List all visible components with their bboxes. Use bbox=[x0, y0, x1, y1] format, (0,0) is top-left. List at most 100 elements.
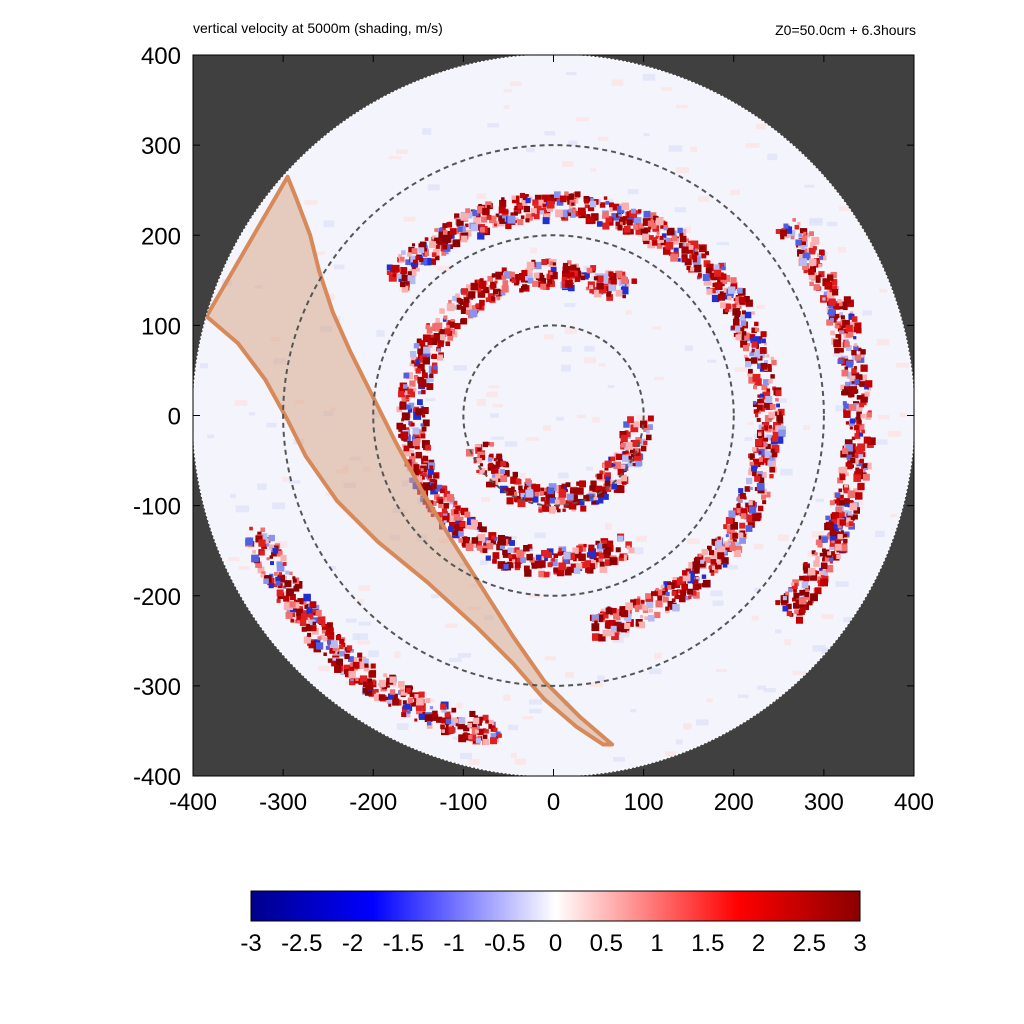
updraft-cell bbox=[525, 213, 533, 221]
updraft-cell bbox=[355, 677, 359, 682]
updraft-cell bbox=[764, 491, 771, 498]
updraft-cell bbox=[492, 465, 496, 469]
colorbar bbox=[250, 890, 861, 922]
colorbar-tick-label: 2 bbox=[752, 930, 765, 957]
updraft-cell bbox=[439, 334, 446, 341]
updraft-cell bbox=[437, 238, 445, 246]
updraft-cell bbox=[467, 722, 473, 728]
updraft-cell bbox=[344, 653, 350, 660]
updraft-cell bbox=[665, 606, 670, 611]
updraft-cell bbox=[827, 551, 832, 556]
downdraft-cell bbox=[550, 266, 557, 273]
updraft-cell bbox=[559, 195, 567, 203]
updraft-cell bbox=[429, 258, 437, 265]
updraft-cell bbox=[615, 453, 623, 461]
updraft-cell bbox=[754, 475, 761, 482]
updraft-cell bbox=[550, 271, 558, 280]
downdraft-cell bbox=[448, 719, 456, 726]
downdraft-cell bbox=[799, 258, 807, 267]
updraft-cell bbox=[652, 240, 658, 246]
field-cell bbox=[780, 468, 793, 476]
updraft-cell bbox=[421, 406, 429, 415]
updraft-cell bbox=[478, 203, 482, 208]
updraft-cell bbox=[843, 533, 848, 538]
updraft-cell bbox=[460, 301, 464, 305]
updraft-cell bbox=[456, 297, 462, 303]
updraft-cell bbox=[482, 548, 488, 554]
updraft-cell bbox=[841, 358, 849, 366]
updraft-cell bbox=[438, 230, 446, 238]
updraft-cell bbox=[655, 587, 659, 592]
field-cell bbox=[526, 147, 535, 153]
updraft-cell bbox=[853, 328, 858, 333]
updraft-cell bbox=[437, 354, 444, 361]
updraft-cell bbox=[407, 271, 412, 276]
updraft-cell bbox=[815, 277, 821, 283]
updraft-cell bbox=[566, 193, 574, 201]
updraft-cell bbox=[411, 248, 418, 255]
updraft-cell bbox=[442, 230, 448, 235]
updraft-cell bbox=[488, 215, 497, 224]
field-cell bbox=[635, 535, 647, 542]
downdraft-cell bbox=[465, 211, 473, 219]
updraft-cell bbox=[626, 283, 630, 287]
updraft-cell bbox=[837, 477, 844, 484]
updraft-cell bbox=[803, 269, 808, 274]
updraft-cell bbox=[421, 414, 426, 418]
updraft-cell bbox=[419, 340, 426, 347]
updraft-cell bbox=[259, 550, 265, 556]
updraft-cell bbox=[574, 551, 582, 559]
downdraft-cell bbox=[396, 274, 402, 279]
updraft-cell bbox=[454, 322, 461, 330]
updraft-cell bbox=[654, 611, 661, 619]
updraft-cell bbox=[730, 537, 736, 543]
updraft-cell bbox=[814, 552, 818, 556]
downdraft-cell bbox=[472, 210, 479, 217]
updraft-cell bbox=[732, 303, 737, 308]
field-cell bbox=[288, 480, 301, 484]
updraft-cell bbox=[718, 262, 725, 269]
updraft-cell bbox=[829, 529, 837, 537]
updraft-cell bbox=[860, 364, 868, 372]
updraft-cell bbox=[417, 363, 425, 371]
updraft-cell bbox=[841, 447, 849, 455]
updraft-cell bbox=[409, 450, 414, 455]
downdraft-cell bbox=[596, 546, 603, 553]
downdraft-cell bbox=[821, 536, 828, 543]
updraft-cell bbox=[645, 593, 652, 599]
updraft-cell bbox=[840, 530, 844, 534]
updraft-cell bbox=[718, 547, 726, 555]
downdraft-cell bbox=[789, 230, 796, 237]
updraft-cell bbox=[422, 455, 429, 462]
updraft-cell bbox=[687, 588, 694, 595]
updraft-cell bbox=[821, 255, 827, 261]
updraft-cell bbox=[836, 500, 842, 506]
updraft-cell bbox=[398, 387, 403, 392]
updraft-cell bbox=[566, 260, 572, 265]
updraft-cell bbox=[667, 600, 674, 607]
updraft-cell bbox=[834, 540, 841, 547]
updraft-cell bbox=[321, 623, 326, 627]
downdraft-cell bbox=[413, 411, 422, 420]
updraft-cell bbox=[848, 394, 853, 398]
updraft-cell bbox=[845, 462, 853, 470]
updraft-cell bbox=[448, 299, 452, 304]
updraft-cell bbox=[853, 507, 860, 514]
field-cell bbox=[807, 550, 814, 558]
updraft-cell bbox=[861, 429, 865, 434]
downdraft-cell bbox=[532, 496, 539, 503]
updraft-cell bbox=[407, 697, 414, 704]
updraft-cell bbox=[809, 572, 817, 581]
updraft-cell bbox=[513, 496, 519, 502]
updraft-cell bbox=[598, 552, 605, 559]
updraft-cell bbox=[440, 718, 446, 724]
updraft-cell bbox=[600, 486, 607, 493]
updraft-cell bbox=[818, 274, 822, 278]
updraft-cell bbox=[451, 707, 457, 713]
updraft-cell bbox=[761, 426, 765, 430]
y-tick-label: 400 bbox=[141, 43, 181, 70]
updraft-cell bbox=[801, 602, 810, 611]
updraft-cell bbox=[644, 616, 649, 620]
updraft-cell bbox=[613, 621, 620, 627]
updraft-cell bbox=[293, 602, 300, 609]
